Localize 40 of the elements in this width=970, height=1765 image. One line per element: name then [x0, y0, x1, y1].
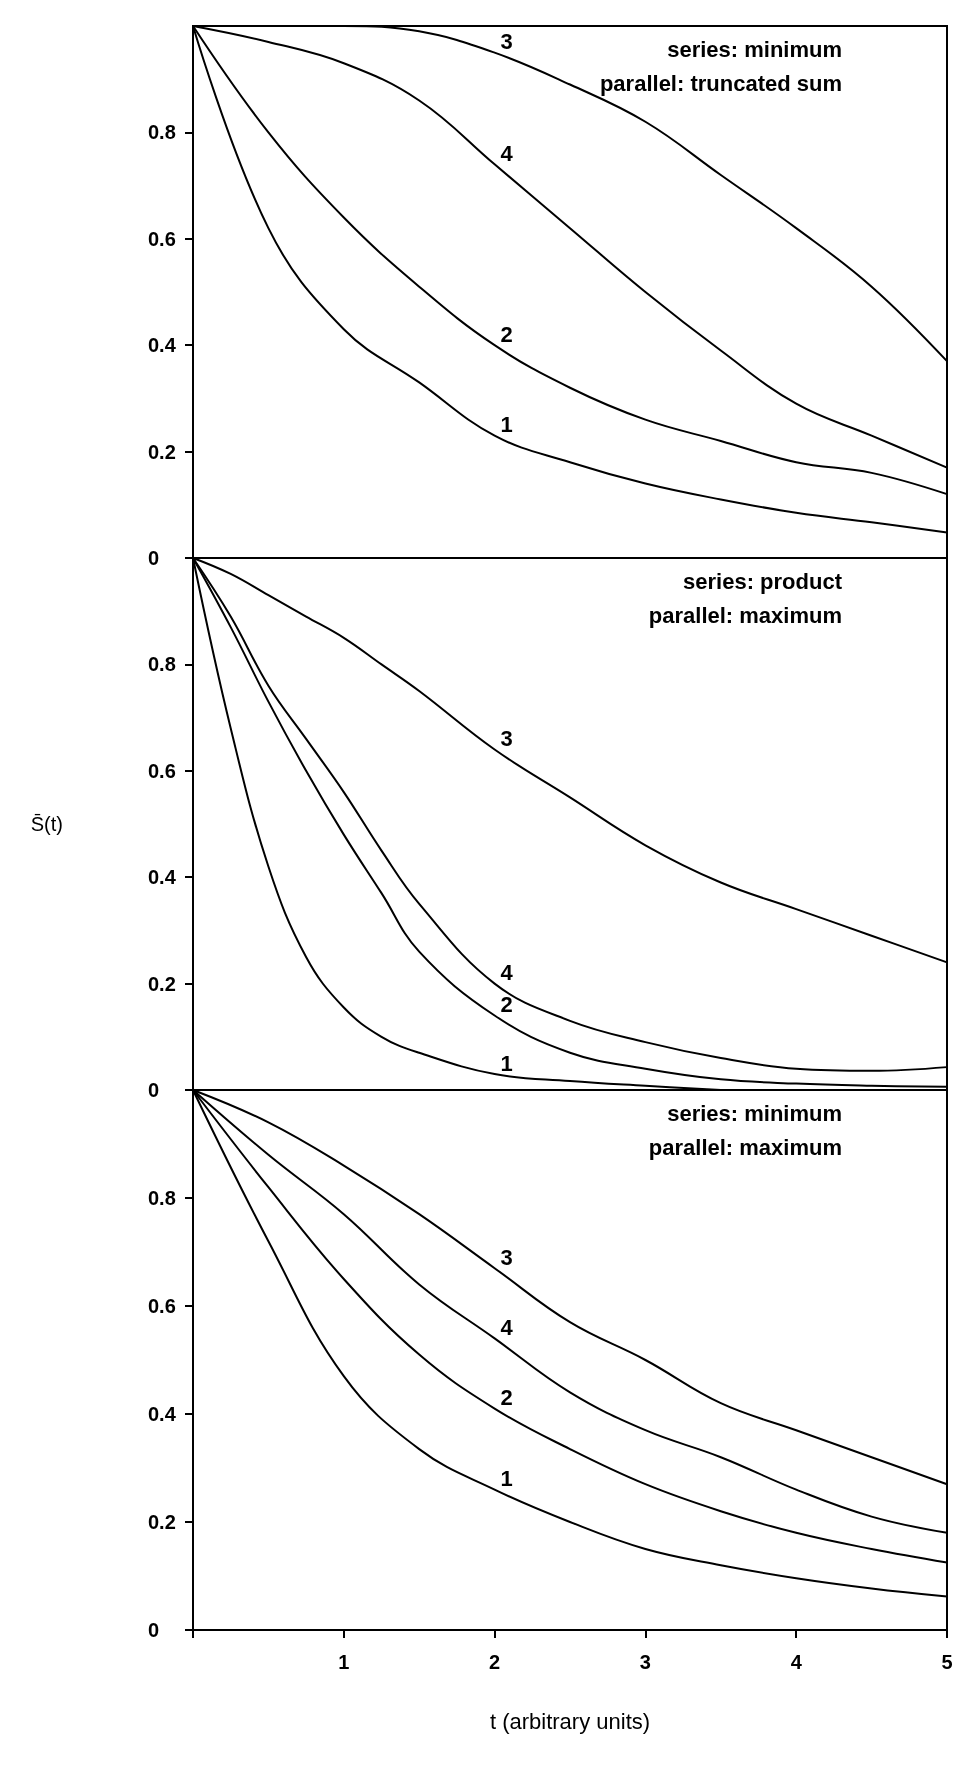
y-tick-label: 0: [148, 1079, 160, 1101]
y-tick-label: 0.4: [148, 866, 177, 889]
series-label: 1: [500, 412, 513, 438]
y-tick-label: 0.4: [148, 334, 177, 357]
series-label: 3: [500, 726, 513, 752]
annotation: parallel: maximum: [648, 602, 842, 628]
series-label: 2: [500, 1385, 513, 1411]
y-tick-label: 0: [148, 547, 160, 569]
series-label: 1: [500, 1466, 513, 1492]
y-tick-label: 0.2: [148, 1511, 176, 1533]
y-tick-label: 0.8: [148, 653, 176, 676]
x-tick-label: 4: [790, 1651, 803, 1673]
y-tick-label: 0.6: [148, 227, 176, 250]
annotation: series: minimum: [667, 36, 842, 62]
x-tick-label: 2: [489, 1651, 501, 1673]
annotation: series: product: [683, 568, 843, 594]
y-tick-label: 0.4: [148, 1403, 177, 1425]
series-label: 3: [500, 1244, 513, 1270]
y-tick-label: 0.2: [148, 440, 176, 463]
annotation: parallel: truncated sum: [599, 70, 843, 96]
y-tick-label: 0.8: [148, 121, 176, 144]
y-tick-label: 0.2: [148, 972, 176, 995]
x-axis-title: t (arbitrary units): [489, 1708, 651, 1734]
x-tick-label: 1: [338, 1651, 350, 1673]
y-tick-label: 0: [148, 1619, 160, 1641]
x-tick-label: 5: [941, 1651, 953, 1673]
y-tick-label: 0.8: [148, 1187, 176, 1209]
series-label: 1: [500, 1050, 513, 1076]
series-label: 2: [500, 321, 513, 347]
annotation: parallel: maximum: [648, 1134, 842, 1160]
series-label: 4: [500, 1314, 514, 1340]
y-tick-label: 0.6: [148, 1295, 176, 1317]
y-axis-title: S̄(t): [30, 812, 63, 835]
series-label: 2: [500, 992, 513, 1018]
x-tick-label: 3: [639, 1651, 651, 1673]
series-label: 3: [500, 29, 513, 55]
series-label: 4: [500, 960, 514, 986]
y-tick-label: 0.6: [148, 759, 176, 782]
annotation: series: minimum: [667, 1100, 842, 1126]
series-label: 4: [500, 140, 514, 166]
